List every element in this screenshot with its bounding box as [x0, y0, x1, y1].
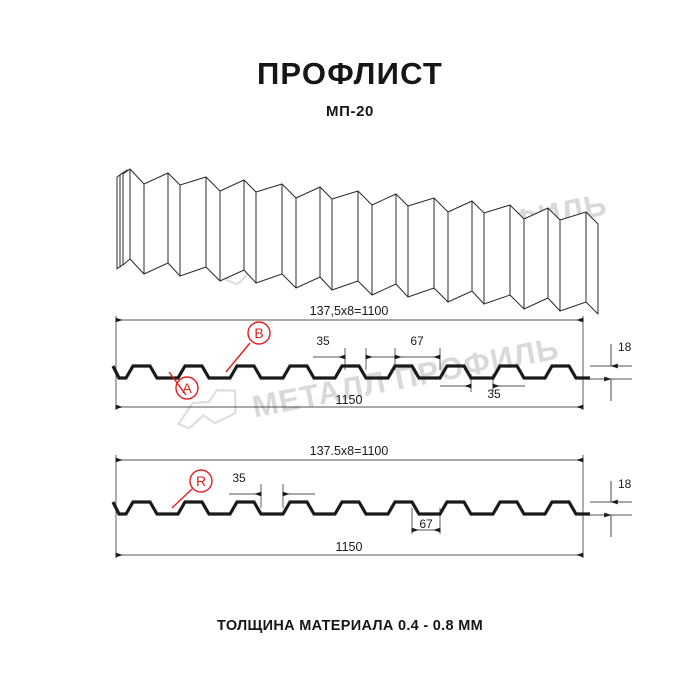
section-bottom-total-width-dimension: 1150	[336, 540, 363, 554]
section-bottom-rib-width-dimension: 35	[232, 471, 246, 485]
material-thickness-caption: ТОЛЩИНА МАТЕРИАЛА 0.4 - 0.8 ММ	[217, 618, 483, 634]
callout-b-leader	[225, 342, 251, 373]
section-top-overall-dimension: 137,5x8=1100	[310, 304, 389, 318]
callout-r-label: R	[196, 473, 206, 489]
section-bottom-height-dimension: 18	[618, 477, 632, 491]
callout-r-leader	[171, 488, 193, 509]
page-header: ПРОФЛИСТ МП-20	[0, 56, 700, 120]
callout-b-label: B	[254, 325, 263, 341]
page-subtitle: МП-20	[326, 102, 374, 120]
section-top-height-dimension: 18	[618, 340, 632, 354]
callout-a-label: A	[182, 380, 192, 396]
section-top-rib-width-dimension-2: 35	[487, 387, 501, 401]
section-bottom-valley-width-dimension: 67	[419, 517, 433, 531]
callout-a-circle[interactable]	[175, 376, 199, 400]
page-title: ПРОФЛИСТ	[256, 56, 444, 91]
callout-r-circle[interactable]	[189, 469, 213, 493]
section-top-valley-width-dimension: 67	[410, 334, 424, 348]
section-top-total-width-dimension: 1150	[336, 393, 363, 407]
callout-b-circle[interactable]	[247, 321, 271, 345]
section-bottom-overall-dimension: 137.5x8=1100	[310, 444, 389, 458]
section-top-rib-width-dimension: 35	[316, 334, 330, 348]
